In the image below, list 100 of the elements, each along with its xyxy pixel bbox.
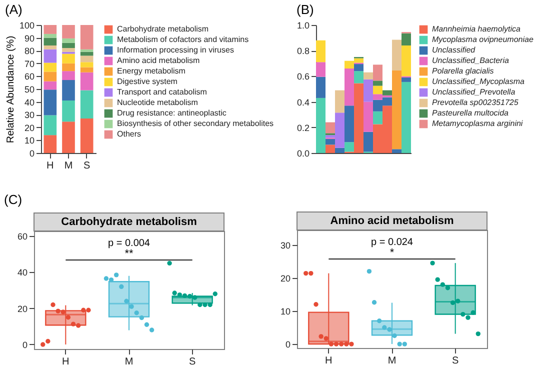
bar — [354, 71, 364, 84]
legend-label: Mycoplasma ovipneumoniae — [432, 35, 534, 44]
y-tick-label: 70 — [24, 58, 34, 69]
bar — [373, 86, 382, 94]
bar — [44, 72, 57, 82]
legend-label: Digestive system — [117, 77, 178, 86]
bar — [316, 76, 326, 98]
legend-label: Energy metabolism — [117, 66, 186, 76]
bar — [316, 98, 326, 153]
legend-label: Unclassified_Prevotella — [432, 88, 516, 96]
bar — [373, 80, 382, 86]
bar — [364, 79, 373, 102]
bar — [80, 25, 94, 50]
y-tick-label: 0 — [29, 148, 34, 158]
legend-label: Pasteurella multocida — [432, 108, 510, 118]
bar — [44, 90, 57, 116]
bar — [44, 38, 57, 46]
x-tick-label: S — [188, 356, 196, 368]
bar — [335, 90, 344, 113]
y-tick-label: 20 — [280, 273, 290, 284]
chart-title: (A) — [4, 2, 22, 17]
bar — [44, 62, 57, 72]
bar — [62, 54, 75, 64]
bar — [392, 149, 402, 153]
y-tick-label: 1.0 — [296, 20, 310, 30]
bar — [373, 64, 382, 81]
bar — [392, 70, 402, 150]
legend-label: Unclassified_Bacteria — [432, 56, 510, 65]
legend-label: Metamycoplasma arginini — [432, 119, 523, 128]
y-tick-label: 30 — [24, 110, 34, 120]
y-tick-label: 0.2 — [296, 122, 310, 133]
bar — [364, 72, 373, 80]
legend-label: Information processing in viruses — [117, 46, 234, 54]
legend-label: Carbohydrate metabolism — [117, 24, 209, 34]
bar — [326, 144, 335, 153]
bar — [44, 135, 57, 153]
x-tick-label: M — [64, 160, 73, 172]
bar — [44, 49, 57, 63]
annotation: p = 0.024 — [371, 237, 414, 248]
bar — [392, 40, 402, 70]
bar — [62, 38, 75, 43]
y-tick-label: 0 — [285, 340, 290, 350]
bar — [80, 49, 94, 52]
bar — [354, 64, 364, 72]
bar — [402, 45, 411, 76]
y-tick-label: 40 — [17, 268, 28, 278]
bar — [62, 63, 75, 72]
bar — [80, 52, 94, 56]
y-tick-label: 80 — [24, 46, 34, 56]
bar — [402, 77, 411, 82]
y-tick-label: 60 — [17, 232, 28, 242]
bar — [62, 100, 75, 122]
bar — [62, 71, 75, 80]
bar — [44, 81, 57, 90]
bar — [80, 67, 94, 72]
y-tick-label: 0 — [22, 340, 28, 350]
y-axis-title: Relative Abundance (%) — [5, 36, 16, 144]
annotation: p = 0.004 — [108, 238, 150, 249]
bar — [344, 68, 354, 106]
bar — [382, 90, 392, 96]
bar — [364, 102, 373, 132]
x-tick-label: M — [388, 356, 396, 366]
x-tick-label: S — [452, 356, 459, 366]
legend-label: Drug resistance: antineoplastic — [117, 108, 226, 118]
bar — [80, 56, 94, 62]
y-tick-label: 40 — [24, 97, 34, 108]
chart-title: Carbohydrate metabolism — [61, 216, 198, 228]
bar — [316, 62, 326, 77]
x-tick-label: M — [124, 356, 134, 368]
y-tick-label: 30 — [280, 240, 290, 250]
x-tick-label: H — [325, 356, 332, 366]
y-tick-label: 10 — [24, 136, 34, 146]
y-tick-label: 0.6 — [296, 72, 310, 82]
y-tick-label: 0.8 — [296, 46, 310, 56]
bar — [373, 111, 382, 124]
y-tick-label: 90 — [24, 33, 34, 44]
legend-label: Transport and catabolism — [117, 88, 208, 96]
bar — [44, 25, 57, 34]
y-tick-label: 50 — [24, 84, 34, 94]
y-tick-label: 10 — [280, 306, 290, 316]
bar — [364, 132, 373, 152]
bar — [62, 42, 75, 48]
legend-label: Others — [117, 130, 142, 138]
bar — [80, 90, 94, 118]
bar — [326, 122, 335, 134]
y-tick-label: 20 — [24, 122, 34, 133]
bar — [80, 62, 94, 68]
y-tick-label: 100 — [19, 20, 34, 30]
bar — [44, 45, 57, 50]
x-tick-label: H — [62, 356, 70, 368]
bar — [326, 138, 335, 145]
x-tick-label: H — [46, 160, 54, 172]
bar — [316, 40, 326, 62]
legend-label: Nucleotide metabolism — [117, 98, 198, 107]
x-tick-label: S — [83, 160, 90, 172]
bar — [344, 106, 354, 142]
legend-label: Prevotella sp002351725 — [432, 98, 519, 107]
legend-label: Mannheimia haemolytica — [432, 24, 522, 34]
bar — [335, 148, 344, 153]
bar — [344, 142, 354, 152]
